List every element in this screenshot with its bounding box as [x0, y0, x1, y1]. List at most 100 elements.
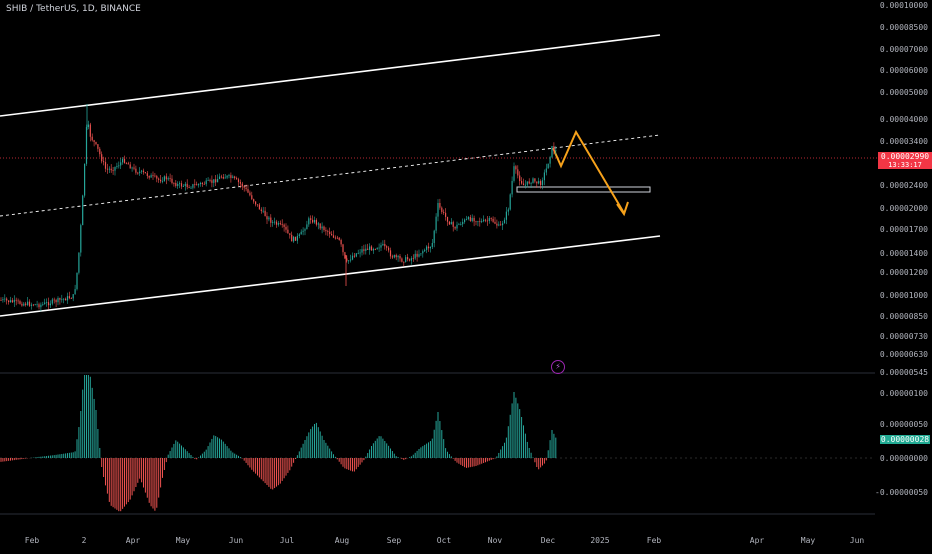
time-axis-label: Sep [387, 536, 402, 545]
price-axis-label: 0.00003400 [880, 137, 928, 146]
candle-body [505, 211, 507, 220]
candle-body [448, 221, 450, 225]
candle-body [450, 222, 452, 225]
candle-body [114, 166, 116, 171]
candle-body [110, 168, 112, 171]
candle-body [163, 176, 165, 182]
candle-body [85, 127, 88, 164]
candle-body [239, 182, 241, 184]
candle-body [63, 298, 65, 300]
candle-body [427, 246, 430, 249]
candle-body [228, 175, 230, 176]
candle-body [473, 217, 475, 222]
candle-body [236, 178, 238, 180]
time-axis-label: Apr [750, 536, 765, 545]
candle-body [234, 176, 236, 179]
time-axis-label: Jun [229, 536, 244, 545]
candle-body [334, 237, 336, 239]
candle-body [108, 168, 110, 170]
candle-body [346, 258, 348, 261]
candle-body [129, 164, 131, 169]
oscillator-axis-label: 0.00000100 [880, 389, 928, 398]
candle-body [407, 257, 409, 260]
candle-body [357, 252, 359, 254]
candle-body [443, 211, 445, 213]
candle-body [281, 224, 283, 225]
candle-body [481, 221, 483, 223]
price-axis-label: 0.00000545 [880, 368, 928, 377]
channel-upper-line [0, 34, 661, 117]
candle-body [182, 186, 184, 187]
candle-body [365, 248, 367, 251]
candle-body [479, 221, 481, 223]
candle-body [547, 163, 549, 169]
candle-body [528, 181, 530, 184]
candle-body [258, 204, 260, 210]
candle-body [536, 181, 538, 184]
candle-body [249, 192, 251, 196]
candle-body [530, 182, 532, 184]
candle-body [152, 175, 154, 176]
candle-body [551, 146, 553, 158]
price-axis-label: 0.00004000 [880, 115, 928, 124]
candle-body [38, 304, 40, 308]
price-axis-label: 0.00001400 [880, 249, 928, 258]
candle-body [509, 194, 511, 210]
candle-body [13, 299, 15, 303]
candle-body [401, 258, 403, 262]
candle-body [340, 239, 342, 245]
candle-body [23, 303, 25, 306]
candle-body [243, 186, 245, 188]
candle-body [294, 236, 297, 241]
candle-body [350, 259, 352, 261]
candle-body [112, 170, 114, 171]
candle-body [87, 124, 89, 128]
bar-countdown: 13:33:17 [888, 161, 922, 169]
candle-body [158, 178, 160, 180]
time-axis-label: May [801, 536, 816, 545]
candle-body [65, 298, 67, 301]
candle-body [526, 181, 528, 185]
candle-body [25, 303, 27, 305]
channel-lower-line [0, 235, 661, 317]
candle-body [391, 256, 393, 258]
candle-body [331, 234, 333, 236]
candle-body [220, 176, 222, 178]
candle-body [351, 255, 354, 260]
candle-body [327, 231, 329, 232]
candle-body [462, 221, 464, 225]
projection-path [552, 129, 625, 214]
lightning-icon[interactable]: ⚡ [551, 360, 565, 374]
candle-body [160, 179, 162, 182]
symbol-title[interactable]: SHIB / TetherUS, 1D, BINANCE [6, 4, 141, 14]
candle-body [378, 247, 380, 249]
candle-body [437, 202, 439, 217]
candle-body [308, 218, 310, 225]
candle-body [44, 302, 46, 305]
candle-body [173, 182, 175, 184]
candle-body [348, 260, 350, 262]
price-axis-label: 0.00000630 [880, 350, 928, 359]
candle-body [4, 298, 6, 300]
price-axis-label: 0.00002400 [880, 181, 928, 190]
candle-body [222, 177, 224, 179]
time-axis-label: Oct [437, 536, 452, 545]
candle-body [454, 226, 456, 229]
candle-body [217, 178, 219, 183]
candle-body [287, 229, 289, 234]
candle-body [104, 162, 107, 169]
candle-body [532, 178, 534, 183]
candle-body [207, 180, 209, 181]
candle-body [298, 234, 300, 236]
time-axis-label: Dec [541, 536, 556, 545]
candle-body [272, 221, 274, 223]
candle-body [137, 172, 139, 174]
candle-body [270, 217, 272, 223]
candle-body [534, 178, 536, 182]
candle-body [203, 183, 205, 185]
candle-body [188, 187, 190, 188]
candle-body [420, 253, 422, 255]
candle-body [441, 207, 443, 212]
